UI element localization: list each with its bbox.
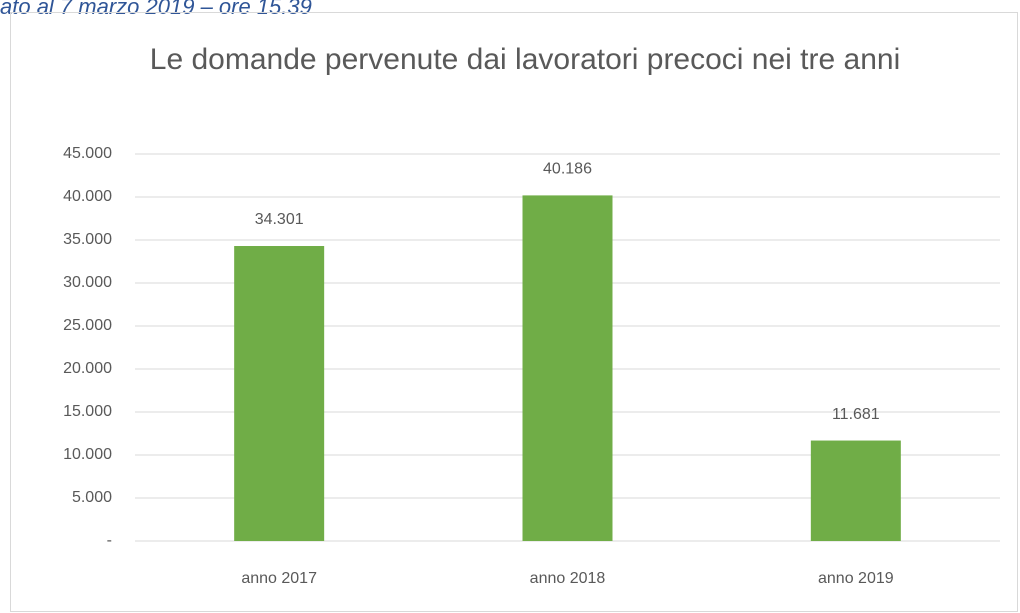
x-tick-label: anno 2017 (241, 570, 317, 587)
data-label: 40.186 (543, 161, 592, 178)
y-tick-label: 25.000 (63, 317, 112, 334)
note: ato al 7 marzo 2019 – ore 15.39 (0, 0, 312, 19)
chart-frame (10, 12, 1018, 612)
y-tick-label: 30.000 (63, 274, 112, 291)
chart-title: Le domande pervenute dai lavoratori prec… (149, 43, 901, 76)
x-tick-label: anno 2018 (530, 570, 606, 587)
y-tick-label: 40.000 (63, 188, 112, 205)
x-tick-label: anno 2019 (818, 570, 894, 587)
y-tick-label: 15.000 (63, 403, 112, 420)
bar (810, 440, 901, 541)
y-tick-label: 10.000 (63, 446, 112, 463)
y-tick-label: 35.000 (63, 231, 112, 248)
data-label: 34.301 (255, 211, 304, 228)
data-label: 11.681 (832, 406, 880, 423)
bar (234, 246, 325, 541)
y-tick-label: 5.000 (72, 489, 112, 506)
bar (522, 195, 613, 542)
y-tick-label: - (107, 532, 112, 549)
y-tick-label: 45.000 (63, 145, 112, 162)
y-tick-label: 20.000 (63, 360, 112, 377)
